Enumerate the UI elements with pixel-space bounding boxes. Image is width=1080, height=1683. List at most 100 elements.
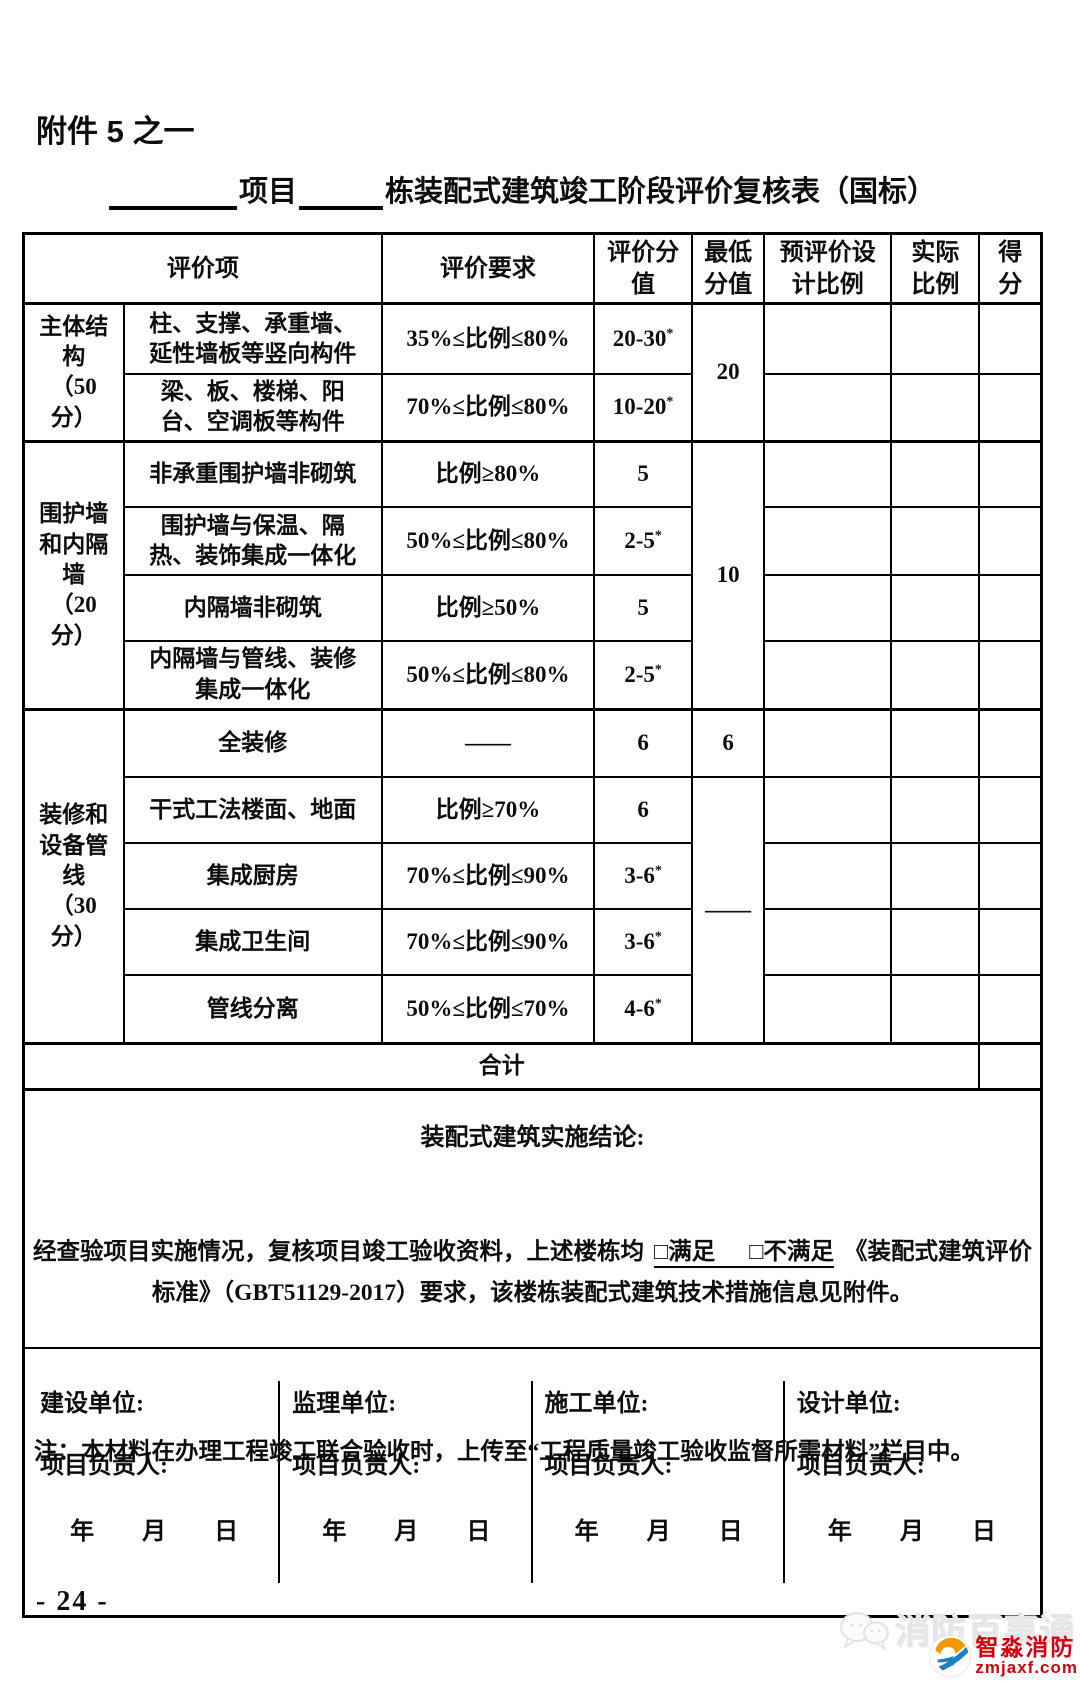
unit-box-builder: 施工单位: 项目负责人: 年 月 日 [533, 1381, 785, 1584]
cell-points-blank [978, 506, 1043, 577]
header-row: 评价项 评价要求 评价分 值 最低 分值 预评价设 计比例 实际 比例 得 分 [22, 232, 1043, 305]
cell-pre-eval-ratio-blank [763, 776, 893, 845]
cell-score: 3-6* [593, 908, 694, 977]
cell-item: 非承重围护墙非砌筑 [122, 439, 383, 509]
unit-date-label: 年 月 日 [574, 1519, 743, 1546]
cell-score: 2-5* [593, 506, 694, 577]
cell-actual-ratio-blank [890, 908, 981, 977]
conclusion-row: 装配式建筑实施结论: 经查验项目实施情况，复核项目竣工验收资料，上述楼栋均 □满足… [22, 1087, 1043, 1349]
cell-min-score: —— [691, 776, 766, 1045]
cell-requirement: 50%≤比例≤80% [380, 640, 596, 711]
col-header-item: 评价项 [22, 232, 383, 305]
table-row: 梁、板、楼梯、阳 台、空调板等构件 70%≤比例≤80% 10-20* [24, 372, 1043, 443]
cell-item: 内隔墙与管线、装修 集成一体化 [122, 640, 383, 711]
cell-item: 集成厨房 [122, 842, 383, 911]
unit-date-label: 年 月 日 [70, 1519, 239, 1546]
cell-requirement: 比例≥70% [380, 776, 596, 845]
table-row: 围护墙 和内隔 墙 （20 分） 非承重围护墙非砌筑 比例≥80% 5 10 [22, 439, 1043, 711]
col-header-points: 得 分 [978, 232, 1043, 305]
cell-requirement: 50%≤比例≤70% [380, 974, 596, 1045]
cell-pre-eval-ratio-blank [763, 574, 893, 643]
cell-points-blank [978, 842, 1043, 911]
cell-score: 6 [593, 776, 694, 845]
cell-item: 管线分离 [122, 974, 383, 1045]
evaluation-table: 评价项 评价要求 评价分 值 最低 分值 预评价设 计比例 实际 比例 得 分 … [22, 232, 1043, 1619]
unit-manager-label: 项目负责人: [796, 1453, 925, 1480]
cell-pre-eval-ratio-blank [763, 302, 893, 375]
cell-pre-eval-ratio-blank [763, 506, 893, 577]
cell-item: 干式工法楼面、地面 [122, 776, 383, 845]
cell-points-blank [978, 640, 1043, 711]
cell-score: 3-6* [593, 842, 694, 911]
group-label-decoration-pipelines: 装修和 设备管 线 （30 分） [22, 707, 125, 1045]
cell-pre-eval-ratio-blank [763, 908, 893, 977]
footnote: 注：本材料在办理工程竣工联合验收时，上传至“工程质量竣工验收监督所需材料”栏目中… [34, 1439, 974, 1465]
unit-manager-label: 项目负责人: [544, 1453, 673, 1480]
cell-min-score: 10 [691, 439, 766, 711]
table-row: 围护墙与保温、隔 热、装饰集成一体化 50%≤比例≤80% 2-5* [24, 506, 1043, 577]
conclusion-text-after: 《装配式建筑评价标准》（GBT51129-2017）要求，该楼栋装配式建筑技术措… [151, 1239, 1032, 1307]
total-row: 合计 [22, 1041, 1043, 1091]
cell-points-blank [978, 776, 1043, 845]
cell-pre-eval-ratio-blank [763, 707, 893, 779]
cell-requirement: —— [380, 707, 596, 779]
unit-box-design: 设计单位: 项目负责人: 年 月 日 [785, 1381, 1037, 1583]
cell-pre-eval-ratio-blank [763, 640, 893, 711]
total-points-blank [978, 1041, 1043, 1091]
table-row: 内隔墙与管线、装修 集成一体化 50%≤比例≤80% 2-5* [24, 640, 1043, 711]
conclusion-text-before: 经查验项目实施情况，复核项目竣工验收资料，上述楼栋均 [33, 1239, 645, 1266]
cell-item: 梁、板、楼梯、阳 台、空调板等构件 [122, 372, 383, 443]
cell-item: 围护墙与保温、隔 热、装饰集成一体化 [122, 506, 383, 577]
units-section: 建设单位: 项目负责人: 年 月 日 监理单位: 项目负责人: 年 月 日 施工… [22, 1346, 1043, 1618]
cell-actual-ratio-blank [890, 640, 981, 711]
checkbox-not-satisfy: □不满足 [749, 1239, 834, 1266]
cell-pre-eval-ratio-blank [763, 372, 893, 443]
cell-requirement: 50%≤比例≤80% [380, 506, 596, 577]
unit-label: 监理单位: [292, 1391, 397, 1418]
cell-requirement: 70%≤比例≤80% [380, 372, 596, 443]
cell-requirement: 比例≥80% [380, 439, 596, 509]
cell-actual-ratio-blank [890, 439, 981, 509]
cell-actual-ratio-blank [890, 776, 981, 845]
table-row: 主体结 构 （50 分） 柱、支撑、承重墙、 延性墙板等竖向构件 35%≤比例≤… [22, 302, 1043, 443]
cell-score: 4-6* [593, 974, 694, 1045]
col-header-actual-ratio: 实际 比例 [890, 232, 981, 305]
unit-label: 设计单位: [796, 1391, 901, 1418]
table-row: 内隔墙非砌筑 比例≥50% 5 [24, 574, 1043, 643]
brand-name: 智淼消防 [975, 1634, 1076, 1660]
units-row: 建设单位: 项目负责人: 年 月 日 监理单位: 项目负责人: 年 月 日 施工… [22, 1346, 1043, 1618]
cell-pre-eval-ratio-blank [763, 842, 893, 911]
conclusion-checkboxes: □满足 □不满足 [654, 1239, 834, 1269]
cell-score: 20-30* [593, 302, 694, 375]
col-header-min-score: 最低 分值 [691, 232, 766, 305]
building-number-blank [299, 178, 383, 210]
cell-item: 内隔墙非砌筑 [122, 574, 383, 643]
cell-actual-ratio-blank [890, 302, 981, 375]
table-row: 装修和 设备管 线 （30 分） 全装修 —— 6 6 [22, 707, 1043, 1045]
cell-score: 10-20* [593, 372, 694, 443]
cell-points-blank [978, 439, 1043, 509]
cell-score: 5 [593, 574, 694, 643]
cell-points-blank [978, 974, 1043, 1045]
col-header-pre-eval-ratio: 预评价设 计比例 [763, 232, 893, 305]
table-row: 集成厨房 70%≤比例≤90% 3-6* [24, 842, 1043, 911]
cell-requirement: 70%≤比例≤90% [380, 908, 596, 977]
total-label: 合计 [22, 1041, 981, 1091]
cell-score: 2-5* [593, 640, 694, 711]
unit-manager-label: 项目负责人: [40, 1453, 168, 1480]
group-label-enclosure-walls: 围护墙 和内隔 墙 （20 分） [22, 439, 125, 711]
checkbox-satisfy: □满足 [654, 1239, 716, 1266]
cell-actual-ratio-blank [890, 574, 981, 643]
cell-pre-eval-ratio-blank [763, 439, 893, 509]
cell-actual-ratio-blank [890, 707, 981, 779]
cell-item: 柱、支撑、承重墙、 延性墙板等竖向构件 [122, 302, 383, 375]
cell-points-blank [978, 707, 1043, 779]
cell-actual-ratio-blank [890, 974, 981, 1045]
cell-requirement: 35%≤比例≤80% [380, 302, 596, 375]
cell-actual-ratio-blank [890, 842, 981, 911]
unit-label: 建设单位: [40, 1391, 144, 1418]
title-project-label: 项目 [238, 176, 297, 208]
cell-points-blank [978, 372, 1043, 443]
project-name-blank [108, 178, 237, 210]
cell-score: 5 [593, 439, 694, 509]
